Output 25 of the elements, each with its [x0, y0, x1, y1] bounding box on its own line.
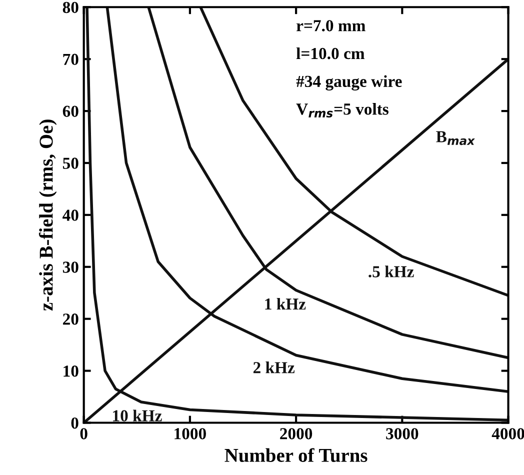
y-tick-label: 50	[62, 158, 78, 169]
x-tick-label: 0	[80, 428, 88, 440]
annotation: #34 gauge wire	[296, 75, 402, 91]
y-tick-label: 0	[71, 417, 78, 429]
x-tick-label: 4000	[492, 428, 524, 440]
y-tick-label: 40	[62, 210, 78, 221]
annotation: r=7.0 mm	[296, 20, 366, 32]
x-axis-title: Number of Turns	[224, 448, 368, 462]
series-label: 2 kHz	[253, 362, 295, 374]
x-tick-label: 1000	[174, 428, 206, 440]
series-label: 10 kHz	[113, 410, 162, 422]
y-axis-title: z-axis B-field (rms, Oe)	[38, 120, 57, 311]
series-label: .5 kHz	[368, 266, 414, 278]
y-tick-label: 60	[62, 106, 78, 117]
y-tick-label: 70	[63, 54, 78, 66]
y-tick-label: 80	[62, 2, 78, 14]
x-tick-label: 2000	[280, 428, 312, 440]
y-tick-label: 30	[62, 262, 78, 273]
y-tick-label: 10	[64, 365, 78, 377]
y-tick-label: 20	[63, 314, 78, 325]
x-tick-label: 3000	[386, 428, 418, 440]
series-label: B$_{max}$	[436, 131, 475, 146]
series-label: 1 kHz	[265, 298, 306, 310]
annotation: l=10.0 cm	[296, 47, 365, 60]
annotation: V$_{rms}$=5 volts	[296, 103, 388, 118]
